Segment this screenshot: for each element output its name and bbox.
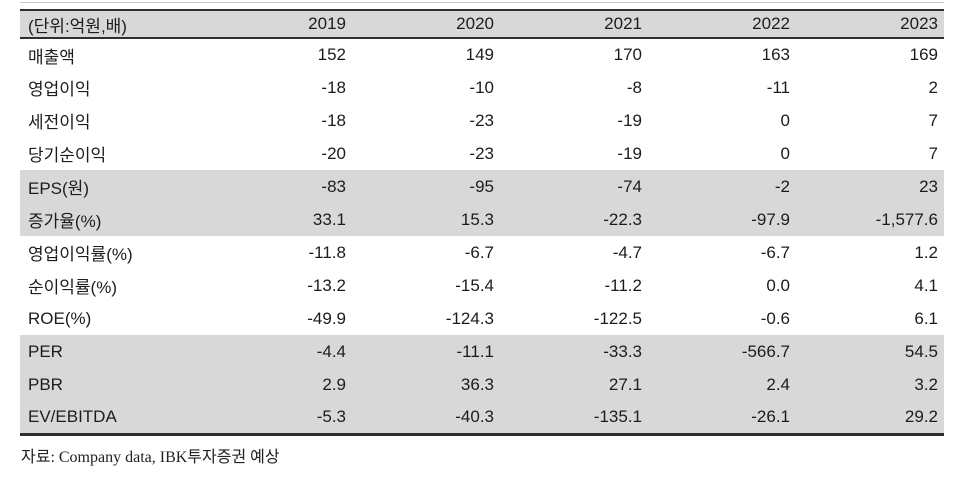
cell-value: -135.1 [593, 406, 642, 426]
year-column-header: 2022 [752, 14, 790, 33]
cell-value: -83 [321, 176, 346, 196]
cell-value: -20 [321, 143, 346, 163]
cell-value: -49.9 [307, 308, 346, 328]
cell-value: -18 [321, 110, 346, 130]
cell-value: 170 [613, 45, 642, 64]
cell-value: 149 [465, 45, 494, 64]
row-label: PBR [28, 374, 63, 394]
table-row-roe: ROE(%) -49.9 -124.3 -122.5 -0.6 6.1 [20, 302, 944, 335]
cell-value: -124.3 [445, 308, 494, 328]
cell-value: 169 [909, 45, 938, 64]
table-row-net-margin: 순이익률(%) -13.2 -15.4 -11.2 0.0 4.1 [20, 269, 944, 302]
cell-value: -19 [617, 110, 642, 130]
cell-value: -566.7 [741, 341, 790, 361]
cell-value: -33.3 [603, 341, 642, 361]
row-label: 증가율(%) [28, 212, 102, 231]
cell-value: -97.9 [751, 209, 790, 229]
cell-value: -15.4 [455, 275, 494, 295]
cell-value: -18 [321, 77, 346, 97]
table-row-eps: EPS(원) -83 -95 -74 -2 23 [20, 170, 944, 203]
row-label: 영업이익률(%) [28, 245, 133, 264]
cell-value: 54.5 [904, 341, 938, 361]
table-row-per: PER -4.4 -11.1 -33.3 -566.7 54.5 [20, 335, 944, 368]
cell-value: 1.2 [914, 242, 938, 262]
cell-value: 4.1 [914, 275, 938, 295]
financial-summary-table: (단위:억원,배) 2019 2020 2021 2022 2023 매출액 1… [20, 9, 944, 436]
row-label: 순이익률(%) [28, 278, 117, 297]
year-column-header: 2020 [456, 14, 494, 33]
cell-value: -10 [469, 77, 494, 97]
cell-value: 0 [780, 143, 790, 163]
cell-value: -1,577.6 [875, 209, 938, 229]
cell-value: -74 [617, 176, 642, 196]
table-row-ev-ebitda: EV/EBITDA -5.3 -40.3 -135.1 -26.1 29.2 [20, 401, 944, 434]
cell-value: -122.5 [593, 308, 642, 328]
cell-value: 7 [928, 110, 938, 130]
row-label: ROE(%) [28, 308, 92, 328]
cell-value: 29.2 [904, 406, 938, 426]
table-row-pbr: PBR 2.9 36.3 27.1 2.4 3.2 [20, 368, 944, 401]
cell-value: 15.3 [460, 209, 494, 229]
row-label: 영업이익 [28, 80, 91, 99]
cell-value: -2 [774, 176, 790, 196]
row-label: 매출액 [28, 47, 75, 67]
cell-value: -19 [617, 143, 642, 163]
cell-value: -6.7 [464, 242, 494, 262]
cell-value: 6.1 [914, 308, 938, 328]
cell-value: -13.2 [307, 275, 346, 295]
cell-value: 152 [317, 45, 346, 64]
cell-value: -11.8 [308, 242, 347, 262]
cell-value: -40.3 [455, 406, 494, 426]
table-row-eps-growth: 증가율(%) 33.1 15.3 -22.3 -97.9 -1,577.6 [20, 203, 944, 236]
cell-value: 27.1 [608, 374, 642, 394]
year-column-header: 2023 [900, 14, 938, 33]
cell-value: 0 [780, 110, 790, 130]
table-header-row: (단위:억원,배) 2019 2020 2021 2022 2023 [20, 10, 944, 38]
cell-value: 7 [928, 143, 938, 163]
cell-value: 23 [919, 176, 938, 196]
cell-value: 36.3 [460, 374, 494, 394]
top-divider-line [20, 2, 944, 3]
row-label: EPS(원) [28, 179, 89, 198]
cell-value: -11.1 [456, 341, 495, 361]
year-column-header: 2019 [308, 14, 346, 33]
table-row-revenue: 매출액 152 149 170 163 169 [20, 38, 944, 71]
cell-value: -0.6 [760, 308, 790, 328]
row-label: PER [28, 341, 63, 361]
cell-value: 2 [928, 77, 938, 97]
cell-value: 163 [761, 45, 790, 64]
cell-value: -23 [469, 110, 494, 130]
cell-value: -6.7 [760, 242, 790, 262]
cell-value: -5.3 [316, 406, 346, 426]
table-row-operating-margin: 영업이익률(%) -11.8 -6.7 -4.7 -6.7 1.2 [20, 236, 944, 269]
row-label: 세전이익 [28, 113, 91, 132]
cell-value: -8 [626, 77, 642, 97]
cell-value: -11 [766, 77, 790, 97]
unit-label: (단위:억원,배) [28, 16, 127, 36]
cell-value: 33.1 [312, 209, 346, 229]
cell-value: -95 [469, 176, 494, 196]
table-row-operating-profit: 영업이익 -18 -10 -8 -11 2 [20, 71, 944, 104]
cell-value: 0.0 [766, 275, 790, 295]
cell-value: -26.1 [751, 406, 790, 426]
source-note: 자료: Company data, IBK투자증권 예상 [21, 449, 280, 466]
cell-value: -11.2 [604, 275, 643, 295]
cell-value: -23 [469, 143, 494, 163]
cell-value: 3.2 [914, 374, 938, 394]
cell-value: -4.7 [612, 242, 642, 262]
cell-value: 2.4 [766, 374, 790, 394]
table-row-pretax-profit: 세전이익 -18 -23 -19 0 7 [20, 104, 944, 137]
year-column-header: 2021 [604, 14, 642, 33]
cell-value: 2.9 [322, 374, 346, 394]
cell-value: -4.4 [316, 341, 346, 361]
table-row-net-profit: 당기순이익 -20 -23 -19 0 7 [20, 137, 944, 170]
cell-value: -22.3 [603, 209, 642, 229]
row-label: 당기순이익 [28, 146, 107, 165]
row-label: EV/EBITDA [28, 406, 117, 426]
